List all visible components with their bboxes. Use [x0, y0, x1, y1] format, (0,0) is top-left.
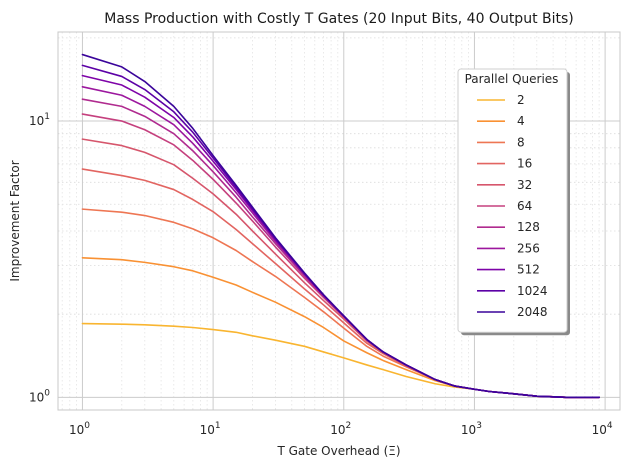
legend-label-2: 2: [517, 93, 525, 107]
x-tick-label: 101: [200, 421, 221, 437]
chart-title: Mass Production with Costly T Gates (20 …: [104, 11, 574, 27]
x-tick-label: 104: [592, 421, 613, 437]
legend-label-4: 4: [517, 114, 525, 128]
y-axis-title: Improvement Factor: [8, 160, 22, 281]
x-axis-title: T Gate Overhead (Ξ): [276, 444, 400, 458]
legend-label-128: 128: [517, 220, 540, 234]
legend-label-8: 8: [517, 135, 525, 149]
legend-box: [457, 68, 568, 333]
plot-area-border: [57, 31, 621, 411]
plot-frame: [57, 31, 621, 411]
legend-label-16: 16: [517, 157, 532, 171]
legend-label-256: 256: [517, 241, 540, 255]
legend-label-2048: 2048: [517, 305, 548, 319]
x-tick-label: 100: [69, 421, 90, 437]
series-line-2048: [81, 53, 600, 399]
legend-label-64: 64: [517, 199, 532, 213]
legend-title: Parallel Queries: [465, 72, 559, 86]
x-tick-label: 103: [461, 421, 482, 437]
x-tick-label: 102: [330, 421, 351, 437]
series-layer: [81, 53, 600, 399]
y-tick-label: 100: [29, 388, 50, 404]
axis-layer: 100 101 102 103 104 100 101: [29, 112, 613, 437]
legend: Parallel Queries 2 4 8 16 32 64 128 256 512 1024 20…: [457, 68, 570, 336]
legend-label-32: 32: [517, 178, 532, 192]
y-tick-label: 101: [29, 112, 50, 128]
legend-label-512: 512: [517, 263, 540, 277]
legend-label-1024: 1024: [517, 284, 548, 298]
